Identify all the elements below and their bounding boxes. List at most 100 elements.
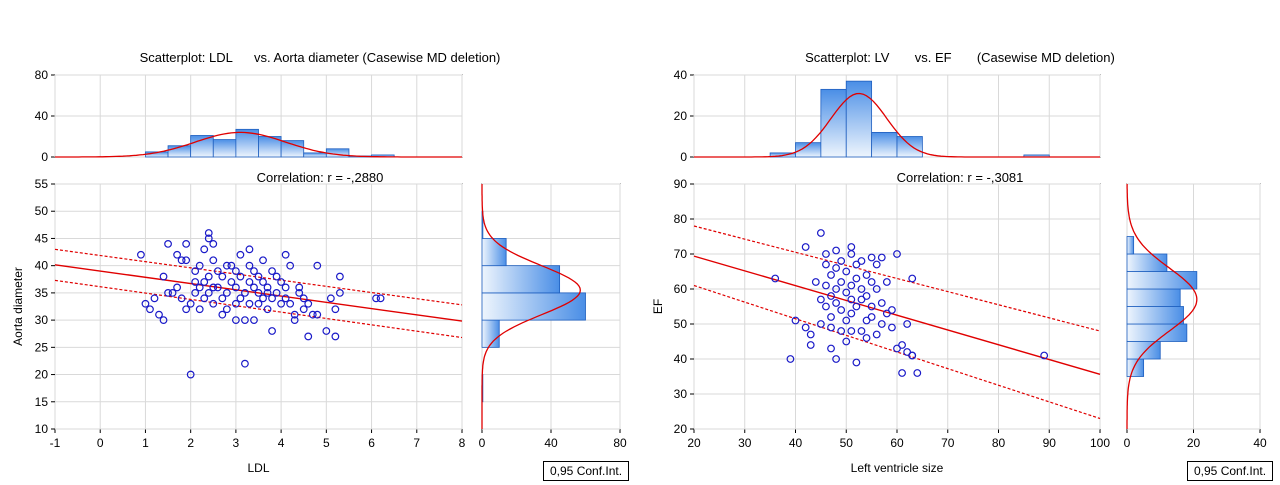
- top-hist-bar: [190, 135, 214, 158]
- data-point: [908, 351, 917, 360]
- data-point: [241, 316, 249, 325]
- y-tick-label: 30: [35, 313, 49, 327]
- top-hist-bar: [896, 136, 923, 158]
- side-hist-bar: [1126, 323, 1188, 342]
- data-point: [862, 292, 871, 300]
- x-tick-label: 5: [323, 436, 330, 450]
- top-hist-bar: [280, 140, 305, 158]
- data-point: [326, 294, 335, 303]
- side-hist-tick-label: 40: [1253, 436, 1267, 450]
- data-point: [254, 288, 263, 297]
- data-point: [250, 283, 258, 292]
- data-point: [847, 309, 856, 318]
- data-point: [867, 253, 876, 262]
- data-point: [259, 278, 267, 286]
- lv-ef-chart: 20 30 40 50 60 70 80 90 100 20 30 40 50 60 70 80 90 Left …: [651, 68, 1267, 475]
- data-point: [177, 294, 186, 303]
- data-point: [209, 283, 218, 292]
- data-point: [231, 267, 240, 276]
- data-point: [852, 260, 861, 269]
- data-point: [336, 272, 344, 281]
- data-point: [852, 274, 861, 283]
- x-tick-label: 2: [187, 436, 194, 450]
- top-hist-tick-label: 0: [680, 150, 687, 164]
- correlation-text: Correlation: r = -,2880: [256, 170, 384, 185]
- data-point: [222, 288, 231, 297]
- data-point: [218, 272, 227, 281]
- data-point: [857, 327, 866, 335]
- top-hist-tick-label: 0: [41, 150, 48, 164]
- data-point: [822, 302, 830, 311]
- chart-title: Scatterplot: LDL vs. Aorta diameter (Cas…: [139, 50, 501, 65]
- y-tick-label: 30: [674, 387, 688, 401]
- data-point: [173, 283, 182, 292]
- data-point: [155, 310, 163, 319]
- data-point: [186, 370, 195, 379]
- side-hist-normal-curve: [1126, 184, 1198, 429]
- data-point: [832, 264, 841, 272]
- y-tick-label: 50: [674, 317, 688, 331]
- data-point: [862, 271, 871, 279]
- data-point: [304, 332, 313, 341]
- data-point: [331, 332, 340, 341]
- data-point: [786, 355, 795, 363]
- data-point: [913, 369, 922, 377]
- data-point: [245, 278, 254, 286]
- data-point: [801, 323, 810, 332]
- y-tick-label: 90: [674, 177, 688, 191]
- data-point: [231, 283, 240, 292]
- side-hist-bar: [1126, 288, 1181, 307]
- data-point: [213, 283, 222, 292]
- data-point: [277, 278, 286, 286]
- top-hist-bar: [845, 80, 873, 158]
- data-point: [213, 267, 222, 276]
- data-point: [872, 330, 881, 339]
- data-point: [837, 306, 846, 314]
- chart-title: Scatterplot: LV vs. EF (Casewise MD dele…: [805, 50, 1115, 65]
- side-hist-bar: [481, 238, 507, 267]
- side-hist-normal-curve: [481, 184, 581, 429]
- x-tick-label: 20: [687, 436, 701, 450]
- data-point: [908, 274, 917, 283]
- x-tick-label: 100: [1090, 436, 1110, 450]
- data-point: [893, 250, 901, 258]
- data-point: [898, 369, 906, 377]
- y-axis-label: Aorta diameter: [11, 267, 25, 346]
- data-point: [852, 358, 861, 367]
- data-point: [816, 295, 825, 304]
- data-point: [295, 288, 304, 297]
- side-hist-bar: [1126, 306, 1184, 325]
- data-point: [272, 272, 281, 281]
- y-tick-label: 40: [674, 352, 688, 366]
- x-tick-label: 80: [992, 436, 1006, 450]
- data-point: [372, 294, 380, 303]
- x-tick-label: -1: [50, 436, 61, 450]
- data-point: [376, 294, 385, 303]
- data-point: [204, 234, 213, 243]
- x-tick-label: 8: [459, 436, 466, 450]
- top-hist-bar: [820, 88, 847, 158]
- data-point: [182, 256, 191, 265]
- side-hist-bar: [1126, 341, 1161, 360]
- x-tick-label: 7: [413, 436, 420, 450]
- side-hist-tick-label: 0: [479, 436, 486, 450]
- data-point: [852, 302, 861, 311]
- data-point: [209, 239, 218, 248]
- data-point: [827, 292, 835, 300]
- data-point: [877, 299, 886, 307]
- data-point: [159, 316, 168, 325]
- top-hist-bar: [871, 131, 898, 158]
- data-point: [898, 341, 906, 349]
- data-point: [882, 309, 891, 318]
- x-tick-label: 40: [789, 436, 803, 450]
- data-point: [801, 243, 810, 251]
- top-hist-bar: [303, 152, 327, 158]
- data-point: [281, 250, 290, 259]
- data-point: [191, 267, 200, 276]
- data-point: [164, 288, 172, 297]
- data-point: [299, 294, 308, 303]
- data-point: [164, 239, 172, 248]
- x-tick-label: 3: [233, 436, 240, 450]
- data-point: [791, 316, 800, 325]
- x-tick-label: 70: [941, 436, 955, 450]
